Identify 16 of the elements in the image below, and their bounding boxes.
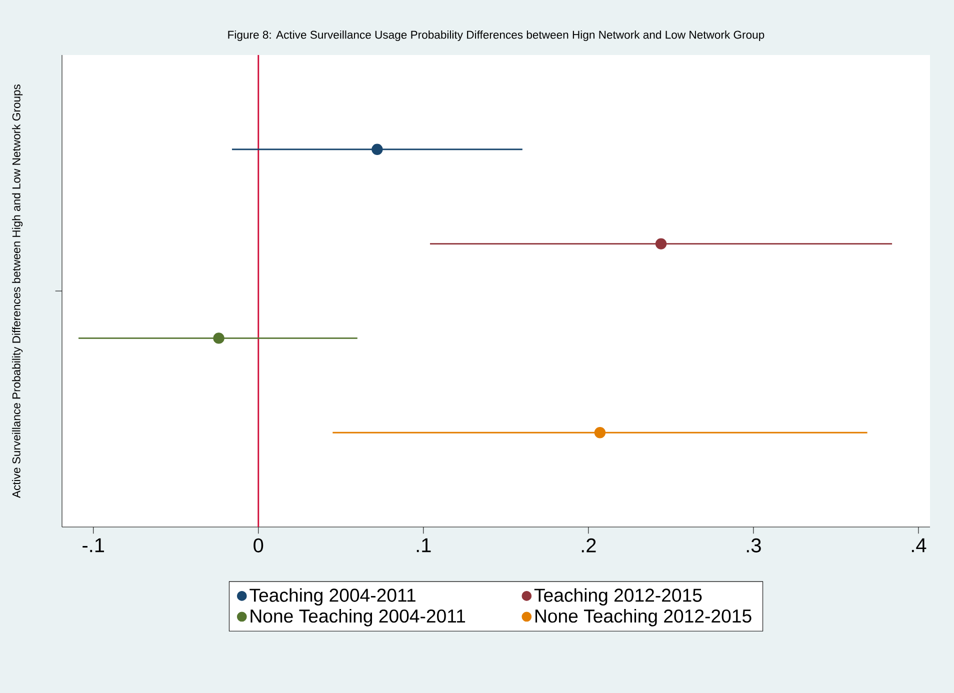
x-tick-label: .3 bbox=[746, 538, 761, 552]
point bbox=[594, 427, 606, 438]
x-tick-label: 0 bbox=[254, 538, 264, 552]
x-tick-label: .2 bbox=[582, 538, 596, 552]
legend-label: Teaching 2004-2011 bbox=[250, 588, 416, 606]
x-tick-label: .1 bbox=[416, 538, 431, 552]
point bbox=[213, 332, 224, 344]
x-tick-label: -.1 bbox=[82, 538, 104, 552]
point bbox=[372, 144, 383, 156]
x-tick-label: .4 bbox=[912, 538, 926, 552]
legend-label: None Teaching 2012-2015 bbox=[535, 608, 752, 626]
legend-label: Teaching 2012-2015 bbox=[534, 588, 702, 606]
chart-title: Figure 8: Active Surveillance Usage Probability Differences between Hign Network and Low Network Group bbox=[228, 30, 764, 41]
legend-label: None Teaching 2004-2011 bbox=[250, 608, 466, 626]
point bbox=[655, 238, 667, 250]
y-axis-title: Active Surveillance Probability Differences between High and Low Network Groups bbox=[12, 84, 23, 498]
